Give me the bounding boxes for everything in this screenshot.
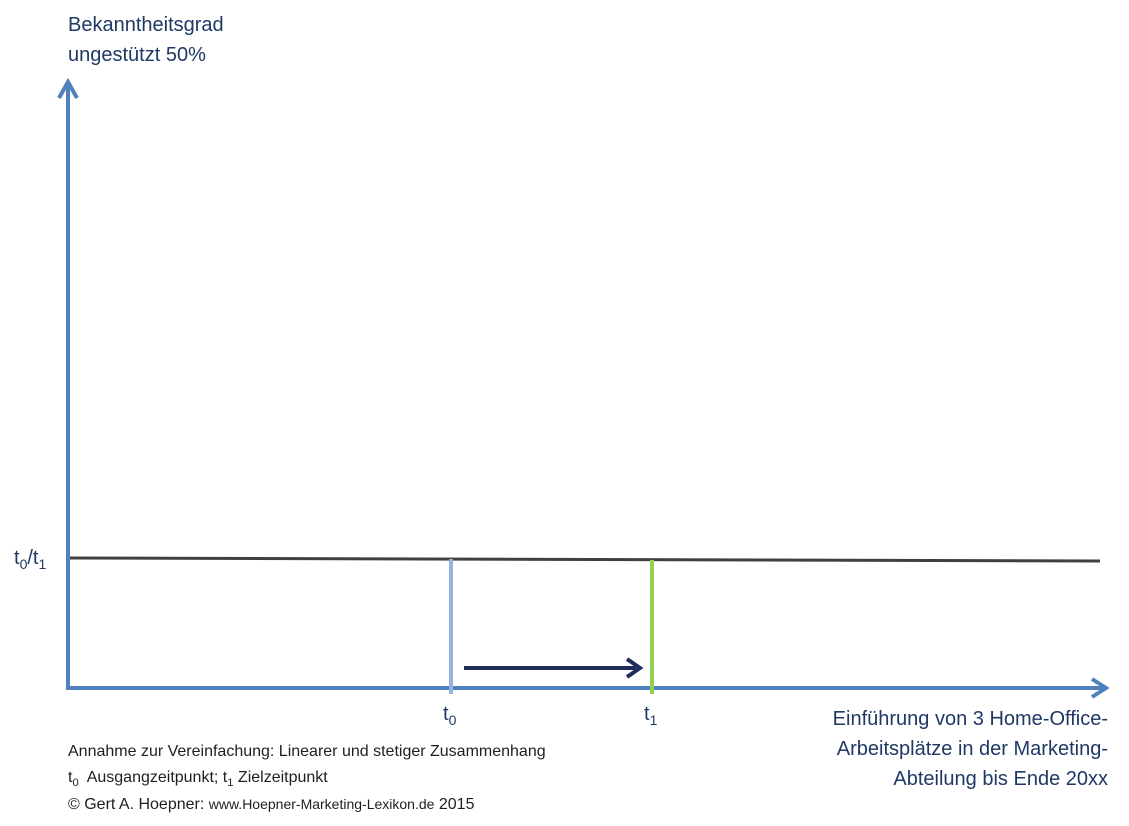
x-axis-label-line2: Arbeitsplätze in der Marketing- [836,738,1108,760]
level-label-sub0: 0 [19,556,28,572]
y-axis-arrowhead [57,77,79,99]
x-axis-label-line1: Einführung von 3 Home-Office- [832,708,1108,730]
tick-label-t1: t1 [644,703,658,728]
note-copyright-url: www.Hoepner-Marketing-Lexikon.de [208,796,435,812]
note-copyright: © Gert A. Hoepner: www.Hoepner-Marketing… [68,791,546,818]
y-axis-label: Bekanntheitsgrad ungestützt 50% [68,10,224,70]
note-legend-sub1: 1 [227,777,234,790]
note-assumption: Annahme zur Vereinfachung: Linearer und … [68,743,546,760]
level-label-t: t [14,547,20,569]
y-axis-label-line2: ungestützt 50% [68,44,206,66]
transition-arrowhead [625,657,644,679]
note-legend-b: Zielzeitpunkt [233,769,328,786]
y-axis-label-line1: Bekanntheitsgrad [68,14,224,36]
tick-t1-main: t [644,703,650,725]
level-label: t0/t1 [14,547,47,572]
note-copyright-b: 2015 [434,796,475,813]
note-legend: t0 Ausgangzeitpunkt; t1 Zielzeitpunkt [68,765,546,791]
x-axis-arrowhead [1090,677,1110,699]
tick-t1-sub: 1 [649,712,658,728]
tick-t0-sub: 0 [448,712,457,728]
note-legend-t: t [68,769,73,786]
level-line [69,556,1101,563]
note-copyright-a: © Gert A. Hoepner: [68,796,209,813]
footnotes: Annahme zur Vereinfachung: Linearer und … [68,739,546,818]
level-label-slash: /t [27,547,39,569]
x-axis-label: Einführung von 3 Home-Office- Arbeitsplä… [833,704,1108,794]
level-label-sub1: 1 [38,556,47,572]
tick-label-t0: t0 [443,703,457,728]
note-legend-sub0: 0 [72,777,79,790]
x-axis-label-line3: Abteilung bis Ende 20xx [893,768,1108,790]
note-legend-a: Ausgangzeitpunkt; t [78,769,228,786]
tick-t0-main: t [443,703,449,725]
